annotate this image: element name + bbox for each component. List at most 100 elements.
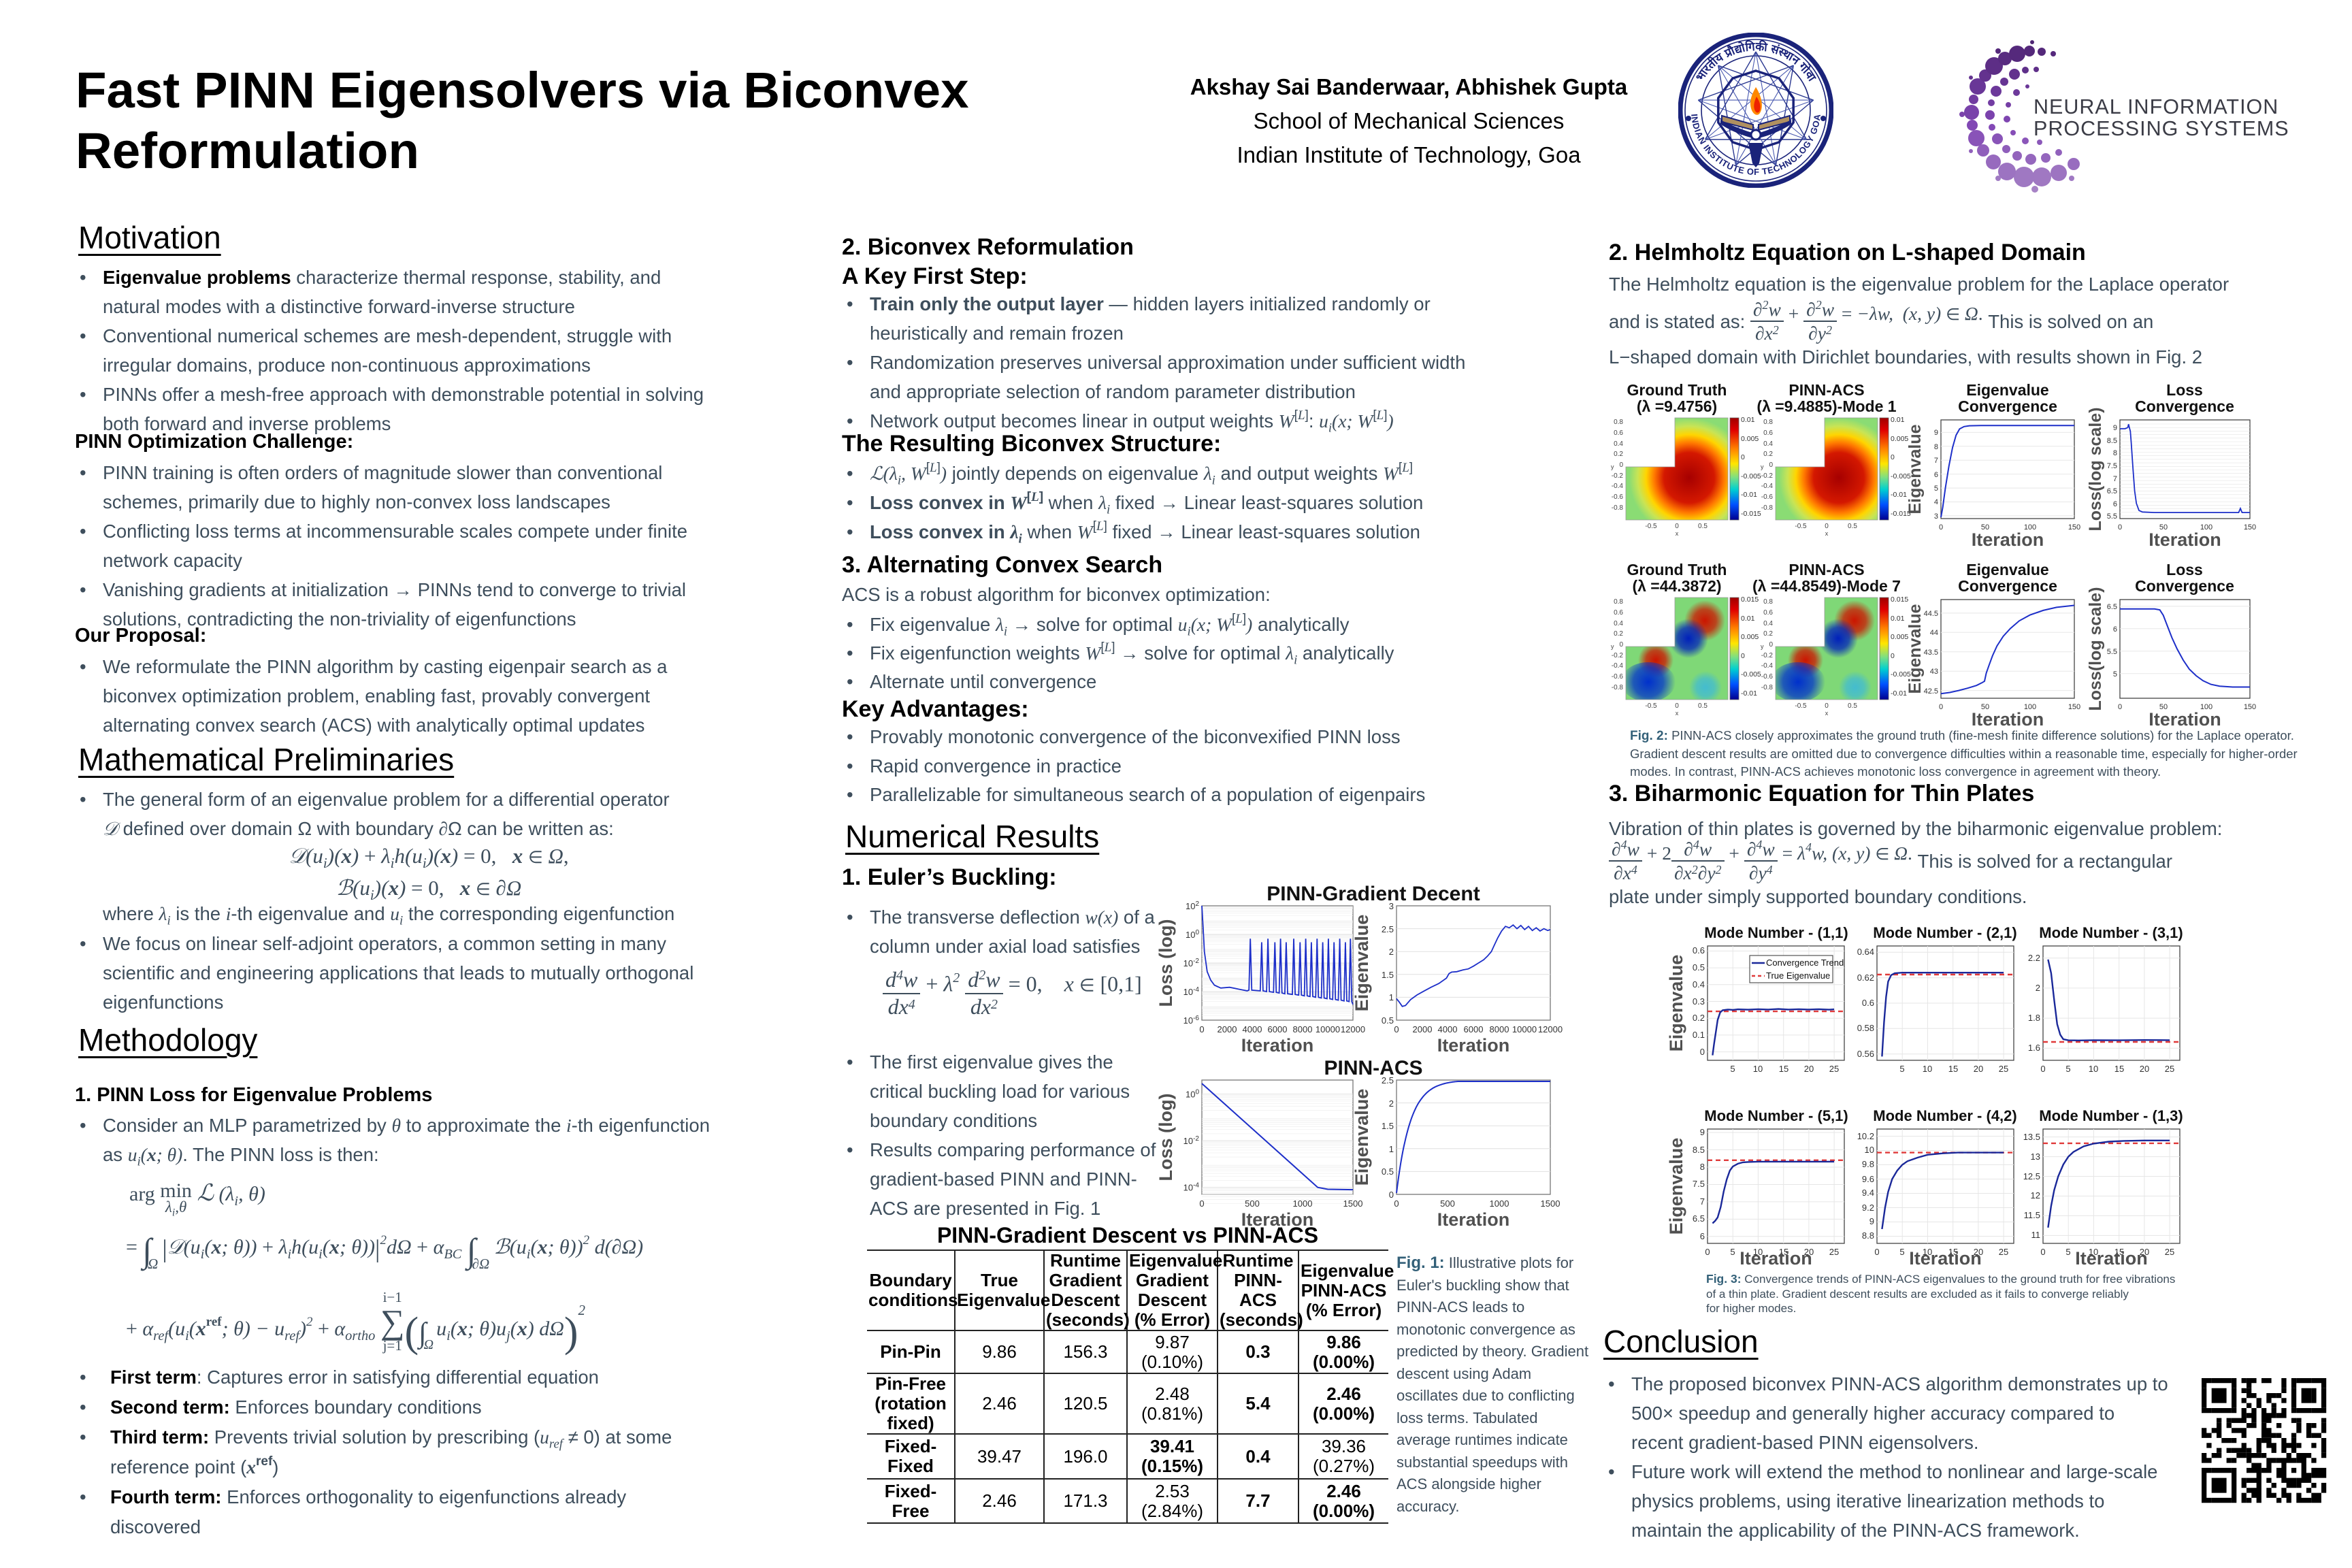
svg-text:0.01: 0.01 — [1741, 416, 1755, 424]
svg-text:0.5: 0.5 — [1848, 702, 1857, 710]
svg-text:0.6: 0.6 — [1763, 609, 1773, 617]
svg-text:100: 100 — [2024, 523, 2036, 532]
svg-text:44.5: 44.5 — [1924, 610, 1938, 618]
svg-text:-0.6: -0.6 — [1761, 493, 1774, 501]
svg-text:-0.4: -0.4 — [1761, 483, 1774, 490]
svg-text:10-4: 10-4 — [1183, 1182, 1200, 1193]
svg-text:Mode Number - (1,3): Mode Number - (1,3) — [2039, 1107, 2183, 1124]
svg-text:10: 10 — [2089, 1247, 2098, 1257]
svg-text:Loss (log): Loss (log) — [1157, 919, 1176, 1007]
svg-text:20: 20 — [1804, 1064, 1814, 1074]
svg-text:0: 0 — [1769, 641, 1773, 649]
svg-text:0.005: 0.005 — [1891, 435, 1908, 443]
svg-text:0.5: 0.5 — [1848, 523, 1857, 530]
svg-text:-0.6: -0.6 — [1761, 673, 1774, 681]
svg-text:Mode Number - (3,1): Mode Number - (3,1) — [2039, 924, 2183, 941]
svg-text:9.6: 9.6 — [1862, 1174, 1874, 1184]
svg-text:0.5: 0.5 — [1698, 702, 1708, 710]
svg-text:6: 6 — [2113, 625, 2117, 634]
svg-text:20: 20 — [1974, 1247, 1983, 1257]
svg-text:25: 25 — [1999, 1064, 2008, 1074]
svg-text:0.8: 0.8 — [1614, 419, 1623, 426]
svg-text:0.01: 0.01 — [1891, 615, 1905, 623]
svg-text:0: 0 — [1619, 641, 1623, 649]
svg-text:0.5: 0.5 — [1382, 1015, 1394, 1026]
svg-text:9.4: 9.4 — [1862, 1188, 1874, 1198]
svg-text:0.015: 0.015 — [1741, 595, 1759, 604]
svg-text:Iteration: Iteration — [1909, 1248, 1982, 1269]
svg-text:6000: 6000 — [1268, 1024, 1288, 1034]
svg-text:12000: 12000 — [1538, 1024, 1563, 1034]
svg-text:0.5: 0.5 — [1693, 962, 1705, 973]
svg-text:8: 8 — [1934, 443, 1938, 451]
svg-text:2.5: 2.5 — [1382, 924, 1394, 934]
svg-text:0: 0 — [1741, 652, 1745, 660]
svg-text:5.5: 5.5 — [2107, 648, 2117, 656]
svg-text:0.4: 0.4 — [1693, 979, 1705, 990]
svg-text:25: 25 — [2165, 1064, 2174, 1074]
svg-text:0: 0 — [1394, 1024, 1399, 1034]
svg-text:1.8: 1.8 — [2028, 1013, 2040, 1023]
svg-text:2: 2 — [1389, 1098, 1394, 1109]
svg-text:-0.01: -0.01 — [1891, 491, 1907, 499]
svg-text:0: 0 — [1939, 523, 1943, 532]
svg-text:0: 0 — [1389, 1190, 1394, 1200]
svg-text:Mode Number - (4,2): Mode Number - (4,2) — [1873, 1107, 2016, 1124]
svg-text:0.2: 0.2 — [1693, 1013, 1705, 1023]
svg-text:Loss (log): Loss (log) — [1157, 1094, 1176, 1181]
svg-text:-0.8: -0.8 — [1761, 504, 1774, 512]
svg-text:True Eigenvalue: True Eigenvalue — [1766, 970, 1830, 981]
svg-text:0.4: 0.4 — [1614, 620, 1623, 627]
svg-text:20: 20 — [2140, 1064, 2149, 1074]
svg-text:0: 0 — [1939, 703, 1943, 711]
svg-text:5: 5 — [1730, 1064, 1735, 1074]
svg-text:0.8: 0.8 — [1763, 419, 1773, 426]
svg-text:0.6: 0.6 — [1614, 429, 1623, 437]
svg-text:0.01: 0.01 — [1741, 615, 1755, 623]
svg-text:10: 10 — [1923, 1247, 1932, 1257]
svg-text:Iteration: Iteration — [1241, 1209, 1314, 1230]
svg-text:5: 5 — [1899, 1064, 1904, 1074]
svg-text:4000: 4000 — [1438, 1024, 1458, 1034]
svg-text:0: 0 — [2118, 523, 2122, 532]
svg-text:7.5: 7.5 — [1693, 1179, 1705, 1189]
svg-text:0.58: 0.58 — [1857, 1023, 1874, 1033]
svg-text:6.5: 6.5 — [1693, 1213, 1705, 1224]
svg-text:-0.005: -0.005 — [1741, 670, 1761, 679]
svg-text:11.5: 11.5 — [2024, 1210, 2040, 1220]
svg-text:8: 8 — [1700, 1162, 1705, 1172]
svg-text:9.8: 9.8 — [1862, 1159, 1874, 1169]
svg-text:150: 150 — [2244, 523, 2256, 532]
svg-text:6.5: 6.5 — [2107, 487, 2117, 495]
svg-text:-0.005: -0.005 — [1741, 472, 1761, 480]
svg-text:y: y — [1761, 643, 1764, 650]
svg-text:Iteration: Iteration — [2075, 1248, 2148, 1269]
svg-text:Iteration: Iteration — [1241, 1035, 1314, 1056]
svg-text:-0.005: -0.005 — [1891, 670, 1911, 679]
svg-text:43.5: 43.5 — [1924, 649, 1938, 657]
svg-text:-0.2: -0.2 — [1761, 472, 1774, 480]
svg-text:150: 150 — [2068, 523, 2080, 532]
svg-text:15: 15 — [1948, 1247, 1958, 1257]
svg-text:0.4: 0.4 — [1763, 440, 1773, 448]
svg-text:0.4: 0.4 — [1614, 440, 1623, 448]
svg-text:0.5: 0.5 — [1698, 523, 1708, 530]
svg-text:0: 0 — [1825, 702, 1829, 710]
svg-text:2000: 2000 — [1413, 1024, 1433, 1034]
svg-text:6000: 6000 — [1464, 1024, 1484, 1034]
svg-text:0.005: 0.005 — [1891, 633, 1908, 641]
svg-text:-0.5: -0.5 — [1645, 702, 1657, 710]
svg-text:50: 50 — [2159, 523, 2168, 532]
svg-text:Eigenvalue: Eigenvalue — [1966, 381, 2048, 399]
svg-text:-0.01: -0.01 — [1741, 689, 1757, 698]
svg-text:8000: 8000 — [1293, 1024, 1313, 1034]
svg-text:0.8: 0.8 — [1614, 598, 1623, 606]
svg-text:2: 2 — [1389, 947, 1394, 957]
svg-text:8.8: 8.8 — [1862, 1230, 1874, 1241]
svg-text:-0.2: -0.2 — [1761, 652, 1774, 659]
svg-text:-0.015: -0.015 — [1891, 510, 1911, 518]
svg-text:Eigenvalue: Eigenvalue — [1352, 1089, 1372, 1186]
svg-text:-0.2: -0.2 — [1612, 652, 1624, 659]
svg-text:0.6: 0.6 — [1862, 998, 1874, 1008]
svg-text:-0.5: -0.5 — [1795, 702, 1807, 710]
